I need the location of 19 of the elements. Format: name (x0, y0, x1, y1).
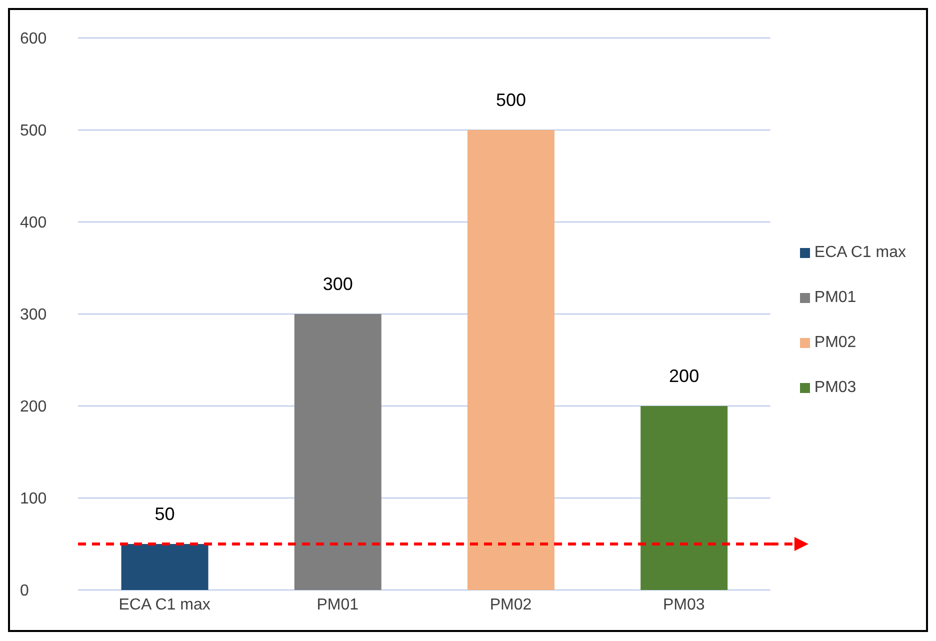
y-tick-label: 300 (20, 306, 47, 324)
y-tick-label: 400 (20, 214, 47, 232)
x-tick-label: PM01 (316, 596, 359, 614)
legend-label: ECA C1 max (814, 244, 906, 261)
data-label: 300 (322, 274, 353, 294)
legend-label: PM01 (814, 289, 856, 306)
y-tick-label: 200 (20, 398, 47, 416)
y-tick-label: 100 (20, 490, 47, 508)
y-tick-label: 500 (20, 122, 47, 140)
x-tick-label: ECA C1 max (118, 596, 210, 614)
data-label: 500 (496, 90, 526, 110)
legend-label: PM02 (814, 334, 856, 351)
data-label: 200 (669, 366, 700, 386)
data-label: 50 (154, 504, 175, 524)
x-tick-label: PM03 (662, 596, 705, 614)
legend-label: PM03 (814, 379, 856, 396)
x-tick-label: PM02 (490, 596, 532, 614)
y-tick-label: 600 (20, 30, 47, 48)
y-tick-label: 0 (20, 582, 29, 600)
